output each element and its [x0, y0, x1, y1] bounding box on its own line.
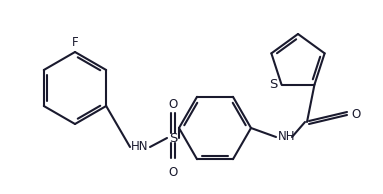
- Text: O: O: [169, 166, 178, 179]
- Text: NH: NH: [278, 131, 296, 144]
- Text: HN: HN: [131, 140, 149, 153]
- Text: F: F: [72, 36, 78, 49]
- Text: O: O: [169, 98, 178, 111]
- Text: O: O: [351, 107, 360, 120]
- Text: S: S: [169, 132, 177, 145]
- Text: S: S: [269, 78, 278, 91]
